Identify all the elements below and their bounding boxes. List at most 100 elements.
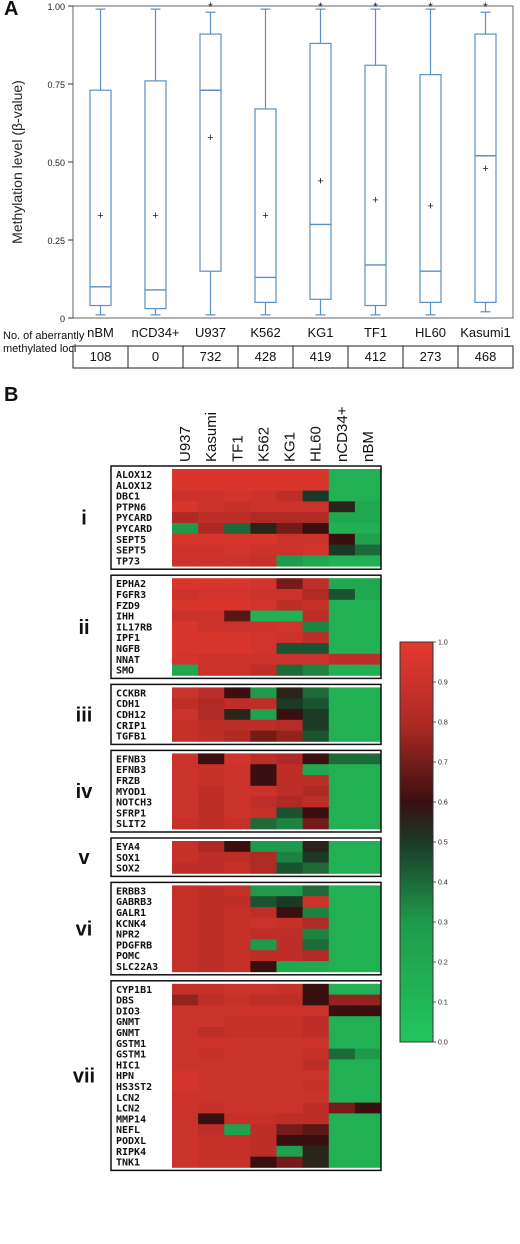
heatmap-cell [354,1070,382,1082]
heatmap-cell [224,589,251,601]
table-cell: 108 [90,349,112,364]
heatmap-cell [198,643,225,655]
heatmap-cell [302,907,330,919]
gene-label: SLIT2 [116,819,146,830]
heatmap-cell [354,928,382,940]
heatmap-cell [172,1048,199,1060]
heatmap-cell [276,1048,304,1060]
heatmap-column-label: nBM [360,431,377,462]
heatmap-cell [198,907,225,919]
heatmap-cell [250,818,277,830]
heatmap-cell [224,851,251,863]
heatmap-cell [276,1005,304,1017]
heatmap-cell [198,709,225,721]
heatmap-cell [250,523,277,535]
gene-label: SOX2 [116,864,140,875]
heatmap-cell [224,664,251,676]
heatmap-cell [302,753,330,765]
heatmap-cell [198,917,225,929]
heatmap-cell [328,862,356,874]
gene-label: IHH [116,612,134,623]
gene-label: NOTCH3 [116,798,152,809]
gene-label: NEFL [116,1125,140,1136]
heatmap-cell [198,1048,225,1060]
gene-label: ERBB3 [116,886,146,897]
gene-label: DBS [116,996,134,1007]
heatmap-cell [302,632,330,644]
heatmap-cell [224,1027,251,1039]
heatmap-cell [276,961,304,973]
gene-group-frame [110,683,382,746]
heatmap-cell [276,775,304,787]
heatmap-cell [224,994,251,1006]
heatmap-cell [328,533,356,545]
gene-group-frame [110,837,382,878]
gene-label: NNAT [116,655,140,666]
heatmap-cell [302,610,330,622]
gene-label: CCKBR [116,688,147,699]
heatmap-cell [224,610,251,622]
heatmap-column-label: nCD34+ [334,406,351,462]
heatmap-cell [250,961,277,973]
heatmap-cell [250,469,277,481]
heatmap-cell [354,1005,382,1017]
heatmap-cell [172,818,199,830]
heatmap-cell [302,1091,330,1103]
heatmap-cell [328,501,356,513]
heatmap-cell [250,1048,277,1060]
heatmap-cell [172,961,199,973]
heatmap-cell [276,578,304,590]
heatmap-cell [250,578,277,590]
heatmap-cell [276,599,304,611]
heatmap-cell [276,544,304,556]
heatmap-cell [354,1145,382,1157]
gene-group-frame [110,749,382,833]
gene-label: TNK1 [116,1158,140,1169]
heatmap-cell [250,907,277,919]
heatmap-column-label: K562 [255,427,272,462]
heatmap-cell [328,643,356,655]
heatmap-cell [172,775,199,787]
heatmap-cell [250,939,277,951]
heatmap-cell [276,589,304,601]
heatmap-cell [354,896,382,908]
heatmap-cell [172,1091,199,1103]
gene-label: HS3ST2 [116,1082,152,1093]
heatmap-cell [198,1091,225,1103]
heatmap-cell [250,885,277,897]
gene-label: FGFR3 [116,590,146,601]
heatmap-cell [328,523,356,535]
heatmap-cell [250,764,277,776]
heatmap-cell [276,917,304,929]
heatmap-cell [250,589,277,601]
gene-label: MYOD1 [116,787,146,798]
heatmap-cell [198,578,225,590]
significance-marker: * [208,0,213,14]
heatmap-column-label: TF1 [229,435,246,462]
heatmap-cell [328,599,356,611]
heatmap-cell [354,983,382,995]
gene-label: IPF1 [116,633,140,644]
heatmap-cell [172,764,199,776]
gene-label: DBC1 [116,492,140,503]
heatmap-cell [172,643,199,655]
heatmap-cell [276,621,304,633]
heatmap-cell [354,1091,382,1103]
heatmap-cell [302,589,330,601]
heatmap-cell [276,994,304,1006]
mean-marker: + [152,210,158,222]
mean-marker: + [372,194,378,206]
gene-label: SLC22A3 [116,962,158,973]
heatmap-cell [302,1135,330,1147]
heatmap-cell [276,907,304,919]
heatmap-cell [328,730,356,742]
heatmap-cell [302,1048,330,1060]
heatmap-cell [328,719,356,731]
heatmap-cell [172,512,199,524]
heatmap-cell [354,730,382,742]
heatmap-cell [276,896,304,908]
gene-group-label: iv [76,781,94,803]
heatmap-cell [354,698,382,710]
heatmap-column-label: U937 [177,426,194,462]
colorbar-tick-label: 1.0 [438,640,448,647]
